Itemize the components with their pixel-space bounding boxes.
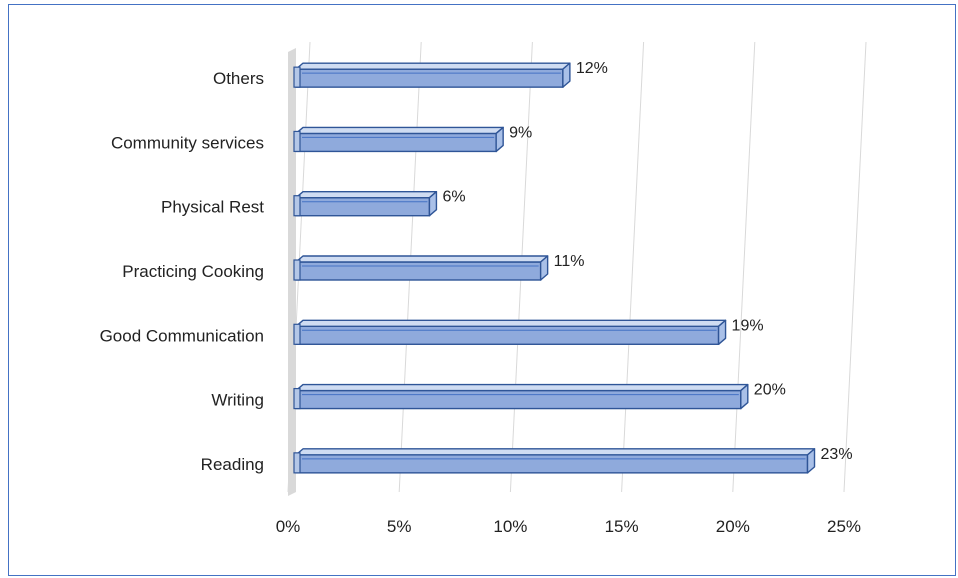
category-label-writing: Writing bbox=[211, 391, 264, 410]
bars bbox=[293, 62, 816, 474]
bar-end-reading bbox=[806, 448, 816, 474]
x-tick-label-5: 5% bbox=[387, 517, 412, 536]
value-label-physical-rest: 6% bbox=[442, 189, 465, 206]
x-tick-label-10: 10% bbox=[493, 517, 527, 536]
bar-practicing-cooking bbox=[293, 255, 549, 281]
bar-cap-good-communication bbox=[293, 323, 301, 345]
side-wall bbox=[288, 48, 296, 496]
gridline-15 bbox=[621, 41, 645, 493]
bar-front-reading bbox=[295, 454, 809, 474]
bar-end-others bbox=[562, 62, 571, 88]
x-tick-label-0: 0% bbox=[276, 517, 301, 536]
bar-end-good-communication bbox=[717, 319, 727, 345]
bar-top-practicing-cooking bbox=[295, 255, 549, 263]
gridline-20 bbox=[732, 41, 756, 493]
bar-front-good-communication bbox=[295, 325, 720, 345]
value-label-practicing-cooking: 11% bbox=[554, 253, 585, 270]
value-label-reading: 23% bbox=[821, 446, 853, 463]
value-label-writing: 20% bbox=[754, 382, 786, 399]
value-label-community-services: 9% bbox=[509, 124, 532, 141]
gridline-25 bbox=[843, 41, 867, 493]
category-label-community-services: Community services bbox=[111, 133, 264, 152]
bar-cap-reading bbox=[293, 452, 301, 474]
bar-physical-rest bbox=[293, 191, 438, 217]
bar-cap-physical-rest bbox=[293, 195, 301, 217]
bar-top-writing bbox=[295, 383, 749, 392]
category-label-practicing-cooking: Practicing Cooking bbox=[122, 262, 264, 281]
bar-top-others bbox=[295, 62, 571, 70]
bar-top-physical-rest bbox=[295, 191, 438, 199]
bar-front-writing bbox=[295, 389, 742, 410]
value-labels: 23% 20% 19% 11% 6% 9% 12% bbox=[442, 60, 852, 463]
x-tick-label-15: 15% bbox=[605, 517, 639, 536]
bar-cap-practicing-cooking bbox=[293, 259, 301, 281]
bar-others bbox=[293, 62, 571, 88]
bar-front-others bbox=[295, 68, 564, 88]
bar-top-reading bbox=[295, 448, 816, 456]
category-label-physical-rest: Physical Rest bbox=[161, 198, 264, 217]
bar-top-good-communication bbox=[295, 319, 727, 327]
category-labels: Reading Writing Good Communication Practici… bbox=[100, 69, 265, 474]
bar-reading bbox=[293, 448, 816, 474]
bar-community-services bbox=[293, 126, 504, 153]
chart-walls bbox=[288, 48, 296, 496]
bar-end-practicing-cooking bbox=[539, 255, 549, 281]
bar-front-practicing-cooking bbox=[295, 261, 542, 281]
x-axis-tick-labels: 0% 5% 10% 15% 20% 25% bbox=[276, 517, 861, 536]
bar-cap-community-services bbox=[293, 130, 301, 153]
bar-top-community-services bbox=[295, 126, 504, 135]
value-label-good-communication: 19% bbox=[732, 317, 764, 334]
bar-cap-others bbox=[293, 66, 301, 88]
category-label-others: Others bbox=[213, 69, 264, 88]
category-label-good-communication: Good Communication bbox=[100, 326, 264, 345]
x-tick-label-20: 20% bbox=[716, 517, 750, 536]
bar-cap-writing bbox=[293, 387, 301, 410]
bar-end-community-services bbox=[495, 126, 504, 153]
x-tick-label-25: 25% bbox=[827, 517, 861, 536]
bar-end-writing bbox=[740, 383, 749, 410]
bar-front-physical-rest bbox=[295, 197, 431, 217]
bar-good-communication bbox=[293, 319, 727, 345]
value-label-others: 12% bbox=[576, 60, 608, 77]
category-label-reading: Reading bbox=[201, 455, 264, 474]
bar-writing bbox=[293, 383, 749, 410]
chart-frame bbox=[8, 4, 956, 576]
bar-end-physical-rest bbox=[428, 191, 438, 217]
bar-front-community-services bbox=[295, 132, 497, 153]
